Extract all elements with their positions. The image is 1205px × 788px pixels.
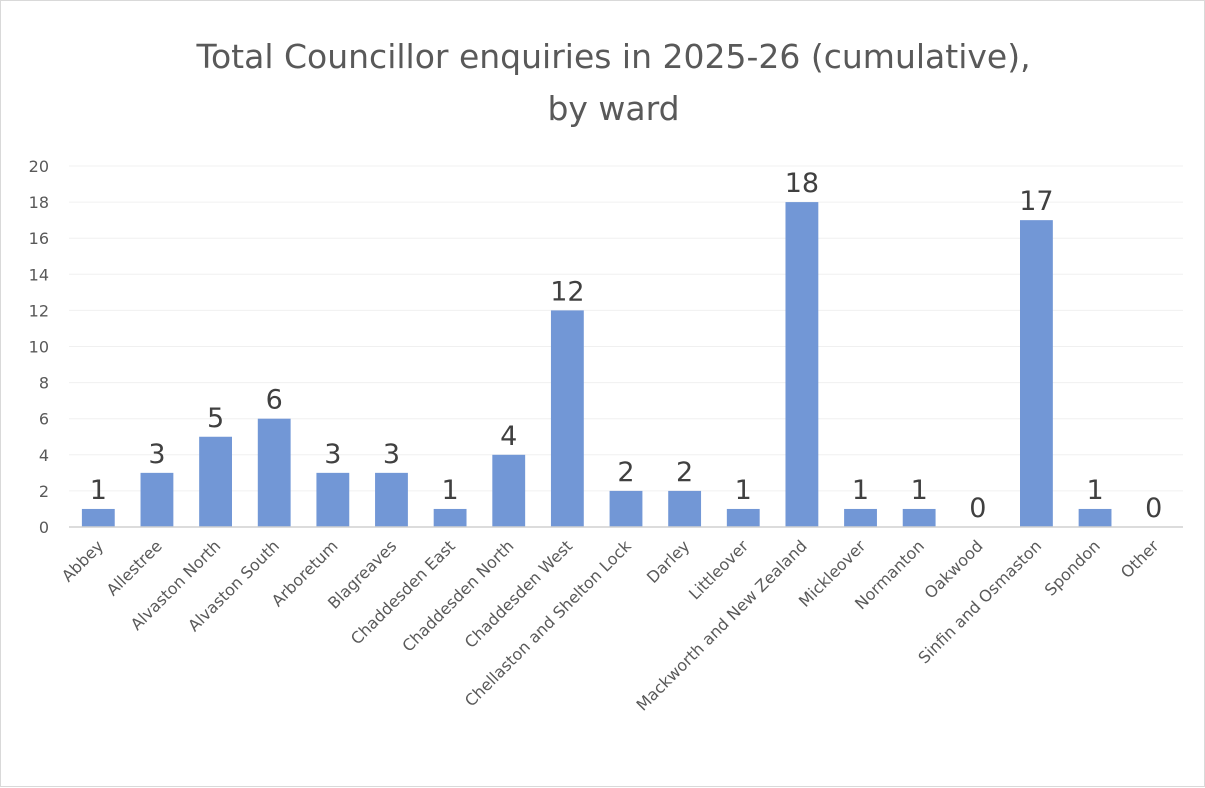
data-label: 18	[785, 168, 819, 199]
bar	[375, 472, 408, 527]
y-tick-label: 14	[29, 265, 49, 284]
data-label: 5	[207, 403, 224, 434]
bar	[81, 508, 115, 527]
data-label: 12	[550, 276, 584, 307]
y-tick-label: 12	[29, 301, 49, 320]
chart-title-line-2: by ward	[547, 89, 680, 128]
bar	[726, 508, 760, 527]
bar	[609, 490, 643, 527]
bar	[1078, 508, 1112, 527]
bar	[433, 508, 467, 527]
y-tick-label: 8	[39, 374, 49, 393]
y-tick-label: 20	[29, 157, 49, 176]
bar	[140, 472, 174, 527]
y-tick-label: 0	[39, 518, 49, 537]
data-label: 1	[90, 475, 107, 506]
y-tick-label: 18	[29, 193, 49, 212]
data-label: 2	[676, 457, 693, 488]
bar	[199, 436, 232, 527]
y-tick-label: 2	[39, 482, 49, 501]
data-label: 3	[324, 439, 341, 470]
bar	[902, 508, 936, 527]
data-label: 0	[1145, 493, 1162, 524]
chart-title-line-1: Total Councillor enquiries in 2025-26 (c…	[196, 37, 1031, 76]
chart-title: Total Councillor enquiries in 2025-26 (c…	[1, 31, 1205, 135]
data-label: 4	[500, 421, 517, 452]
data-label: 1	[1086, 475, 1103, 506]
category-label: Chaddesden West	[461, 536, 576, 651]
y-tick-label: 4	[39, 446, 49, 465]
bar	[844, 508, 877, 527]
category-label: Darley	[643, 536, 694, 587]
data-label: 2	[617, 457, 634, 488]
y-tick-label: 6	[39, 410, 49, 429]
bar	[785, 202, 819, 527]
bar	[550, 310, 584, 527]
data-label: 1	[911, 475, 928, 506]
data-label: 17	[1019, 186, 1053, 217]
bar	[316, 472, 350, 527]
category-label: Other	[1117, 536, 1163, 582]
data-label: 1	[735, 475, 752, 506]
data-label: 3	[383, 439, 400, 470]
bar	[257, 418, 291, 527]
bar	[668, 490, 702, 527]
y-tick-label: 10	[29, 338, 49, 357]
data-label: 0	[969, 493, 986, 524]
data-label: 3	[148, 439, 165, 470]
category-label: Spondon	[1041, 536, 1104, 599]
category-label: Abbey	[58, 536, 107, 585]
data-label: 1	[442, 475, 459, 506]
category-label: Chaddesden East	[347, 536, 459, 648]
bar	[492, 454, 526, 527]
category-label: Chaddesden North	[398, 536, 517, 655]
data-label: 1	[852, 475, 869, 506]
bar	[1020, 220, 1053, 527]
data-label: 6	[266, 385, 283, 416]
y-tick-label: 16	[29, 229, 49, 248]
